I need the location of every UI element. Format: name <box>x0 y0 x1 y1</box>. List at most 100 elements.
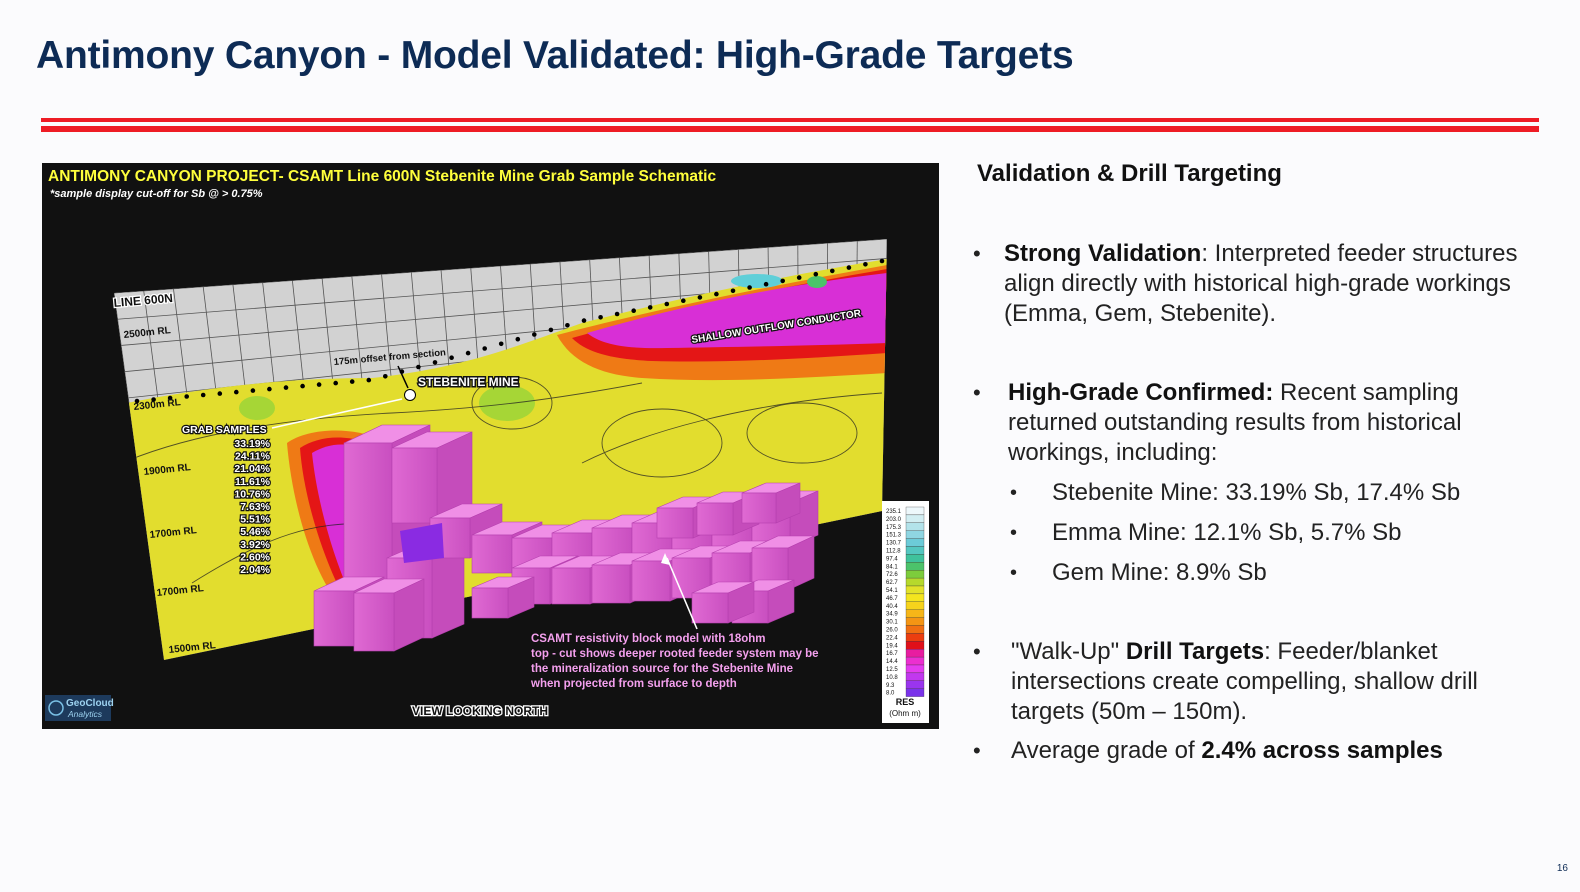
surface-dot <box>747 285 752 290</box>
legend-value: 34.9 <box>886 612 898 618</box>
bullet-strong-validation: • Strong Validation: Interpreted feeder … <box>973 239 1553 329</box>
svg-text:(Ohm m): (Ohm m) <box>889 709 921 718</box>
surface-dot <box>267 386 272 392</box>
bullet-average-grade: • Average grade of 2.4% across samples <box>973 736 1533 766</box>
legend-value: 10.8 <box>886 675 898 681</box>
legend-swatch <box>905 609 925 618</box>
surface-dot <box>200 392 206 398</box>
legend-swatch <box>905 538 925 547</box>
grab-sample-values: 33.19%24.11%21.04%11.61%10.76%7.63%5.51%… <box>233 437 272 578</box>
legend-swatch <box>905 601 925 610</box>
line-label: LINE 600N <box>113 291 173 310</box>
green-anomaly-2 <box>479 385 535 421</box>
title-divider-thin <box>41 118 1539 122</box>
bullet-text: : Interpreted feeder structures align di… <box>1004 240 1518 327</box>
surface-dot <box>333 380 339 386</box>
legend-swatch <box>905 514 925 523</box>
surface-dot <box>813 271 819 277</box>
surface-dot <box>830 268 835 274</box>
bullet-dot: • <box>1010 522 1018 544</box>
surface-dot <box>763 281 769 287</box>
title-divider-thick <box>41 126 1539 132</box>
bullet-pre: Average grade of <box>1011 737 1202 764</box>
surface-dot <box>730 288 736 294</box>
legend-value: 26.0 <box>886 628 898 634</box>
surface-dot <box>217 391 223 396</box>
legend-value: 151.3 <box>886 533 902 539</box>
surface-dot <box>697 295 703 300</box>
legend-swatch <box>905 680 925 689</box>
legend-value: 40.4 <box>886 604 898 610</box>
surface-dot <box>167 395 173 401</box>
caption-line: top - cut shows deeper rooted feeder sys… <box>531 648 819 660</box>
legend-swatch <box>905 672 925 681</box>
bullet-drill-targets: • "Walk-Up" Drill Targets: Feeder/blanke… <box>973 637 1513 727</box>
legend-value: 62.7 <box>886 580 898 586</box>
bullet-dot: • <box>1010 562 1018 584</box>
legend-value: 16.7 <box>886 651 898 657</box>
legend-swatch <box>905 633 925 642</box>
page-title: Antimony Canyon - Model Validated: High-… <box>36 34 1074 77</box>
surface-dot <box>134 398 140 404</box>
legend-swatch <box>905 585 925 595</box>
legend-value: 19.4 <box>886 643 898 649</box>
caption-line: CSAMT resistivity block model with 18ohm <box>531 633 766 645</box>
sub-bullet-stebenite: • Stebenite Mine: 33.19% Sb, 17.4% Sb <box>1010 478 1460 508</box>
panel-heading: Validation & Drill Targeting <box>977 160 1282 187</box>
legend-swatch <box>905 554 925 563</box>
legend-value: 84.1 <box>886 564 898 570</box>
grab-sample-value: 33.19% <box>234 438 270 450</box>
legend-value: 175.3 <box>886 525 902 531</box>
grab-pointer <box>271 398 403 429</box>
caption-line: the mineralization source for the Steben… <box>531 663 793 675</box>
bullet-pre: "Walk-Up" <box>1011 638 1126 665</box>
legend-value: 8.0 <box>886 691 895 697</box>
surface-dot <box>465 350 471 356</box>
legend-value: 12.5 <box>886 667 898 673</box>
legend-value: 22.4 <box>886 635 898 641</box>
surface-dot <box>383 374 388 379</box>
surface-dot <box>846 265 852 270</box>
figure-caption: CSAMT resistivity block model with 18ohm… <box>529 632 820 691</box>
bullet-dot: • <box>973 241 981 266</box>
bullet-dot: • <box>973 738 981 763</box>
grab-samples-title: GRAB SAMPLES <box>182 424 267 436</box>
rl-label: 1700m RL <box>149 525 197 541</box>
grab-sample-value: 24.11% <box>235 451 271 463</box>
sub-bullet-text: Gem Mine: 8.9% Sb <box>1052 559 1267 586</box>
grab-sample-value: 11.61% <box>235 476 271 488</box>
bullet-text: Recent sampling returned outstanding res… <box>1008 379 1462 466</box>
surface-dot <box>780 278 785 284</box>
legend-value: 9.3 <box>886 683 895 689</box>
caption-pointer <box>666 557 698 630</box>
bullet-bold: High-Grade Confirmed: <box>1008 379 1274 406</box>
legend-swatch <box>905 617 925 626</box>
legend-swatch <box>905 506 925 516</box>
legend-swatch <box>905 562 925 571</box>
rl-labels: 2500m RL 2300m RL 1900m RL 1700m RL 1700… <box>123 325 216 656</box>
legend-value: 72.6 <box>886 572 898 578</box>
surface-dot <box>681 298 686 303</box>
sub-bullet-emma: • Emma Mine: 12.1% Sb, 5.7% Sb <box>1010 518 1402 548</box>
surface-dot <box>366 377 372 383</box>
legend-value: 14.4 <box>886 659 898 665</box>
rl-label: 1900m RL <box>143 462 191 478</box>
svg-text:RES: RES <box>896 697 915 707</box>
resistivity-block-model <box>313 424 819 652</box>
legend-swatch <box>905 522 925 531</box>
legend-value: 30.1 <box>886 620 898 626</box>
sub-bullet-text: Stebenite Mine: 33.19% Sb, 17.4% Sb <box>1052 479 1461 506</box>
legend-value: 235.1 <box>886 509 902 515</box>
model-block <box>391 431 473 524</box>
surface-dot <box>598 315 603 320</box>
model-block <box>741 482 801 524</box>
bullet-dot: • <box>1010 482 1018 504</box>
grab-sample-value: 2.60% <box>240 551 270 563</box>
geocloud-logo <box>45 695 111 721</box>
grab-sample-value: 2.04% <box>240 564 270 576</box>
legend-swatch <box>905 546 925 555</box>
surface-station-dots <box>134 258 885 404</box>
grab-sample-value: 7.63% <box>240 501 270 513</box>
bullet-text: : Feeder/blanket intersections create co… <box>1011 638 1478 725</box>
bullet-bold: Drill Targets <box>1125 638 1265 665</box>
